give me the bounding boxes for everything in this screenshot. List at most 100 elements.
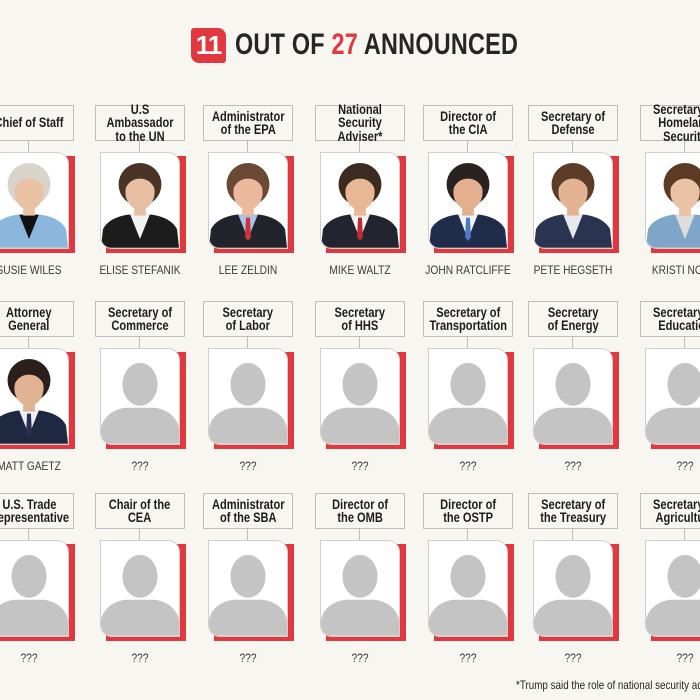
role-text: Secretary of Commerce bbox=[107, 304, 172, 333]
photo-frame bbox=[320, 540, 400, 637]
role-label: Attorney General bbox=[0, 301, 74, 337]
nominee-name: ??? bbox=[459, 651, 477, 665]
nominee-name: ??? bbox=[239, 651, 257, 665]
headline-text: OUT OF 27 ANNOUNCED bbox=[235, 28, 518, 62]
nominee-name: PETE HEGSETH bbox=[533, 263, 613, 277]
role-label: Secretary of HHS bbox=[315, 301, 405, 337]
placeholder-silhouette-icon bbox=[429, 349, 507, 444]
role-label: Chair of the CEA bbox=[95, 493, 185, 529]
announced-count-badge: 11 bbox=[191, 27, 226, 63]
photo-frame bbox=[0, 348, 69, 445]
role-label: Secretary of Energy bbox=[528, 301, 618, 337]
photo-frame bbox=[0, 152, 69, 249]
photo-frame bbox=[645, 152, 700, 249]
photo-frame bbox=[208, 540, 288, 637]
portrait-photo bbox=[209, 153, 287, 248]
connector-line bbox=[684, 141, 685, 152]
nominee-name: MATT GAETZ bbox=[0, 459, 61, 473]
photo-frame bbox=[320, 152, 400, 249]
role-text: U.S. Trade Representative bbox=[0, 496, 69, 525]
nominee-name: MIKE WALTZ bbox=[329, 263, 391, 277]
photo-frame bbox=[533, 540, 613, 637]
nominee-name: JOHN RATCLIFFE bbox=[425, 263, 511, 277]
role-text: National Security Adviser* bbox=[337, 101, 383, 144]
role-label: Administrator of the EPA bbox=[203, 105, 293, 141]
connector-line bbox=[247, 337, 248, 348]
role-text: Secretary of Labor bbox=[222, 304, 274, 333]
placeholder-silhouette-icon bbox=[0, 541, 68, 636]
nominee-name: ??? bbox=[676, 651, 694, 665]
role-label: Secretary of Homeland Security bbox=[640, 101, 700, 144]
connector-line bbox=[139, 337, 140, 348]
role-text: Chief of Staff bbox=[0, 115, 64, 131]
portrait-photo bbox=[321, 153, 399, 248]
portrait-photo bbox=[0, 349, 68, 444]
photo-frame bbox=[428, 540, 508, 637]
placeholder-silhouette-icon bbox=[534, 349, 612, 444]
connector-line bbox=[572, 141, 573, 152]
connector-line bbox=[139, 141, 140, 152]
placeholder-silhouette-icon bbox=[101, 349, 179, 444]
role-text: Chair of the CEA bbox=[109, 496, 171, 525]
photo-frame bbox=[100, 152, 180, 249]
role-text: Secretary of the Treasury bbox=[540, 496, 606, 525]
role-text: Attorney General bbox=[6, 304, 52, 333]
photo-frame bbox=[208, 348, 288, 445]
placeholder-silhouette-icon bbox=[321, 349, 399, 444]
connector-line bbox=[359, 529, 360, 540]
role-text: Director of the OMB bbox=[332, 496, 388, 525]
portrait-photo bbox=[101, 153, 179, 248]
role-label: Secretary of Labor bbox=[203, 301, 293, 337]
photo-frame bbox=[428, 152, 508, 249]
connector-line bbox=[28, 141, 29, 152]
nominee-name: SUSIE WILES bbox=[0, 263, 62, 277]
connector-line bbox=[28, 337, 29, 348]
nominee-name: ??? bbox=[564, 459, 582, 473]
nominee-name: ??? bbox=[351, 459, 369, 473]
nominee-name: ELISE STEFANIK bbox=[99, 263, 181, 277]
nominee-name: ??? bbox=[20, 651, 38, 665]
placeholder-silhouette-icon bbox=[209, 541, 287, 636]
role-text: Secretary of Transportation bbox=[429, 304, 507, 333]
placeholder-silhouette-icon bbox=[646, 541, 700, 636]
role-text: Administrator of the SBA bbox=[211, 496, 285, 525]
headline-suffix: ANNOUNCED bbox=[363, 28, 519, 61]
photo-frame bbox=[645, 540, 700, 637]
nominee-name: ??? bbox=[131, 459, 149, 473]
role-text: Secretary of Education bbox=[652, 304, 700, 333]
photo-frame bbox=[645, 348, 700, 445]
photo-frame bbox=[100, 348, 180, 445]
connector-line bbox=[572, 529, 573, 540]
nominee-name: ??? bbox=[676, 459, 694, 473]
connector-line bbox=[28, 529, 29, 540]
portrait-photo bbox=[646, 153, 700, 248]
role-text: Secretary of Homeland Security bbox=[652, 101, 700, 144]
placeholder-silhouette-icon bbox=[429, 541, 507, 636]
role-label: U.S. Trade Representative bbox=[0, 493, 74, 529]
connector-line bbox=[572, 337, 573, 348]
connector-line bbox=[359, 337, 360, 348]
role-text: Director of the CIA bbox=[440, 108, 496, 137]
connector-line bbox=[684, 529, 685, 540]
role-text: Secretary of Agriculture bbox=[652, 496, 700, 525]
nominee-name: ??? bbox=[131, 651, 149, 665]
role-label: Secretary of Commerce bbox=[95, 301, 185, 337]
photo-frame bbox=[100, 540, 180, 637]
connector-line bbox=[247, 529, 248, 540]
role-label: Director of the OSTP bbox=[423, 493, 513, 529]
placeholder-silhouette-icon bbox=[209, 349, 287, 444]
role-text: Director of the OSTP bbox=[440, 496, 496, 525]
connector-line bbox=[247, 141, 248, 152]
photo-frame bbox=[428, 348, 508, 445]
portrait-photo bbox=[0, 153, 68, 248]
total-count: 27 bbox=[331, 28, 359, 61]
nominee-name: ??? bbox=[351, 651, 369, 665]
nominee-name: ??? bbox=[239, 459, 257, 473]
connector-line bbox=[139, 529, 140, 540]
nominee-name: ??? bbox=[459, 459, 477, 473]
headline: 11 OUT OF 27 ANNOUNCED bbox=[191, 27, 598, 63]
role-label: Secretary of Education bbox=[640, 301, 700, 337]
role-label: Secretary of Agriculture bbox=[640, 493, 700, 529]
nominee-name: KRISTI NOEM bbox=[651, 263, 700, 277]
placeholder-silhouette-icon bbox=[321, 541, 399, 636]
